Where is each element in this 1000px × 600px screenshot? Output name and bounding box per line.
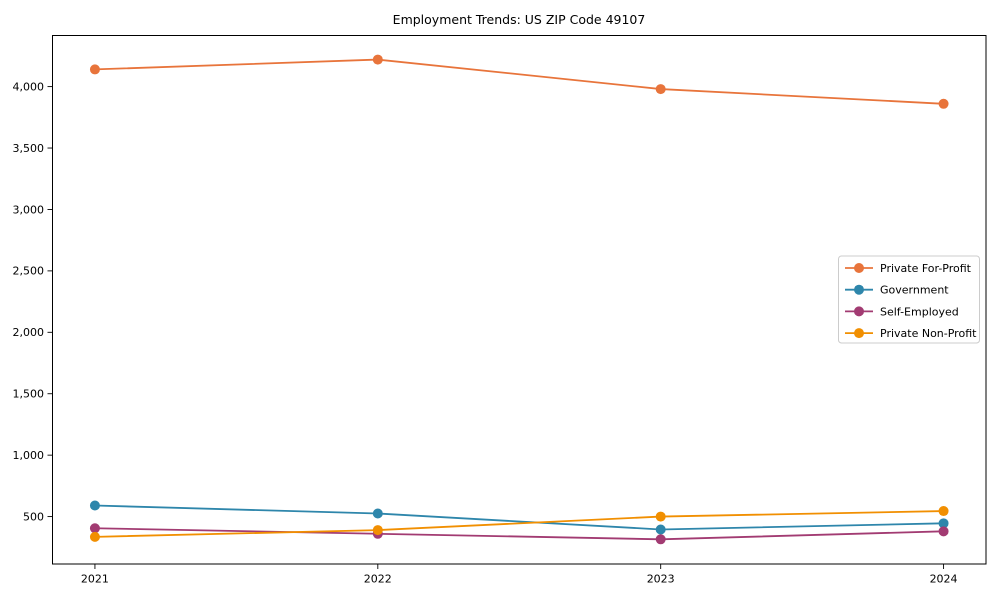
x-axis-tick-label: 2022 [364, 573, 392, 586]
x-axis-tick-label: 2024 [930, 573, 958, 586]
series-line-self-employed [94, 527, 944, 541]
legend-label-self-employed: Self-Employed [880, 305, 959, 318]
data-point-private-non-profit [655, 511, 666, 522]
y-axis-tick-label: 2,000 [13, 326, 45, 339]
data-point-self-employed [655, 534, 666, 545]
legend-marker-private-non-profit [854, 328, 864, 339]
data-point-self-employed [89, 523, 100, 534]
y-axis-tick-label: 2,500 [13, 265, 45, 278]
data-point-self-employed [938, 526, 949, 537]
y-axis-tick-label: 1,000 [13, 449, 45, 462]
data-point-private-for-profit [655, 84, 666, 95]
data-point-private-for-profit [938, 98, 949, 109]
data-point-private-non-profit [89, 531, 100, 542]
legend-box [838, 255, 980, 344]
data-point-government [372, 508, 383, 519]
y-axis-tick-label: 3,500 [13, 142, 45, 155]
data-point-government [655, 524, 666, 535]
legend-marker-self-employed [854, 306, 864, 317]
data-point-private-non-profit [938, 506, 949, 517]
data-point-government [89, 500, 100, 511]
plot-frame [52, 35, 987, 565]
legend-marker-government [854, 284, 864, 295]
y-axis-tick-label: 1,500 [13, 388, 45, 401]
series-line-government [94, 504, 944, 531]
legend-marker-private-for-profit [854, 263, 864, 273]
series-line-private-non-profit [94, 510, 944, 538]
chart-title: Employment Trends: US ZIP Code 49107 [393, 12, 646, 27]
legend-label-private-non-profit: Private Non-Profit [880, 327, 977, 340]
legend-label-government: Government [880, 284, 949, 297]
x-axis-tick-label: 2023 [647, 573, 675, 586]
y-axis-tick-label: 4,000 [13, 80, 45, 93]
legend-label-private-for-profit: Private For-Profit [880, 262, 972, 275]
data-point-government [938, 518, 949, 529]
y-axis-tick-label: 3,000 [13, 203, 45, 216]
data-point-private-for-profit [372, 54, 383, 65]
series-line-private-for-profit [94, 58, 944, 105]
y-axis-tick-label: 500 [23, 510, 44, 523]
data-point-private-for-profit [89, 64, 100, 75]
x-axis-tick-label: 2021 [81, 573, 109, 586]
data-point-private-non-profit [372, 525, 383, 536]
